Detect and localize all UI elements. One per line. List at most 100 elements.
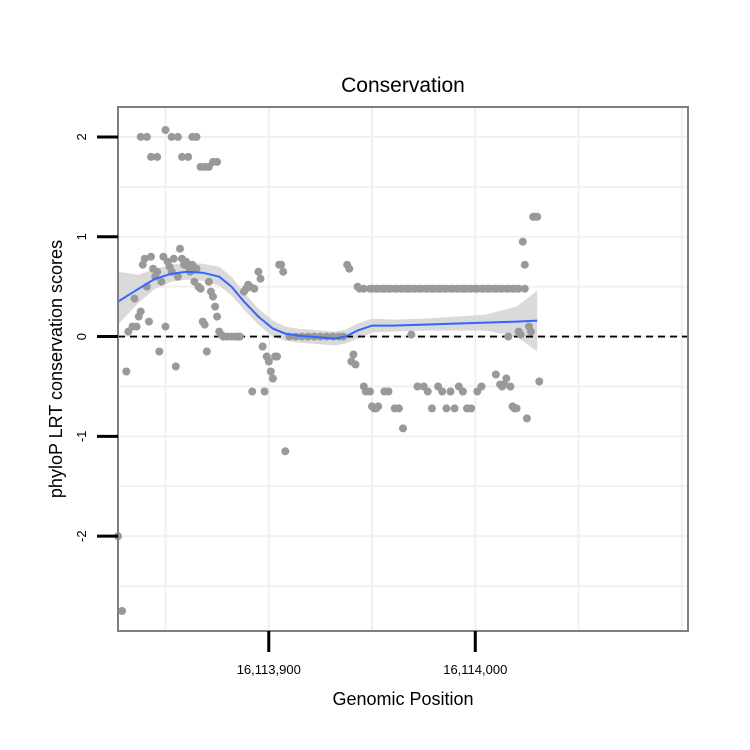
data-point bbox=[254, 267, 263, 276]
data-point bbox=[506, 382, 515, 391]
x-axis: 16,113,900 16,114,000 bbox=[237, 631, 507, 677]
data-point bbox=[258, 342, 267, 351]
data-point bbox=[504, 284, 513, 293]
data-point bbox=[192, 264, 201, 273]
data-point bbox=[384, 387, 393, 396]
data-point bbox=[147, 152, 155, 161]
data-point bbox=[268, 374, 277, 383]
data-point bbox=[467, 404, 476, 413]
data-point bbox=[450, 404, 459, 413]
data-point bbox=[213, 312, 222, 321]
data-point bbox=[176, 244, 184, 253]
data-point bbox=[458, 387, 467, 396]
data-point bbox=[399, 424, 407, 433]
data-point bbox=[200, 320, 209, 329]
y-tick-label: 1 bbox=[74, 233, 89, 240]
data-point bbox=[171, 362, 180, 371]
data-point bbox=[516, 330, 525, 339]
data-point bbox=[157, 277, 166, 286]
data-point bbox=[279, 267, 288, 276]
data-point bbox=[417, 284, 426, 293]
data-point bbox=[351, 360, 360, 369]
smooth-trend-line bbox=[117, 270, 538, 340]
data-point bbox=[518, 237, 527, 246]
data-point bbox=[192, 132, 201, 141]
data-point bbox=[167, 132, 176, 141]
data-point bbox=[423, 387, 432, 396]
data-point bbox=[161, 126, 170, 134]
data-point bbox=[500, 380, 509, 389]
data-point bbox=[145, 317, 153, 326]
data-point bbox=[136, 132, 145, 141]
y-axis: 2 1 0 -1 -2 bbox=[74, 133, 118, 542]
data-point bbox=[153, 267, 162, 276]
data-point bbox=[386, 284, 395, 293]
data-point bbox=[173, 132, 182, 141]
data-point bbox=[527, 327, 535, 336]
x-tick-label: 16,114,000 bbox=[443, 662, 507, 677]
data-point bbox=[430, 284, 438, 293]
data-point bbox=[479, 284, 488, 293]
data-point bbox=[281, 447, 290, 456]
data-point bbox=[520, 260, 529, 269]
data-point bbox=[427, 404, 436, 413]
data-point bbox=[520, 284, 529, 293]
data-point bbox=[510, 284, 519, 293]
data-point bbox=[392, 284, 401, 293]
data-point bbox=[407, 330, 416, 339]
chart-title: Conservation bbox=[341, 74, 465, 97]
y-tick-label: 0 bbox=[74, 333, 89, 340]
data-point bbox=[394, 404, 403, 413]
data-point bbox=[411, 284, 420, 293]
data-point bbox=[448, 284, 457, 293]
data-point bbox=[213, 157, 222, 166]
data-point bbox=[260, 387, 269, 396]
data-point bbox=[438, 387, 447, 396]
data-point bbox=[136, 307, 145, 316]
data-point bbox=[178, 152, 186, 161]
data-point bbox=[184, 152, 193, 161]
data-point bbox=[477, 382, 486, 391]
data-point bbox=[436, 284, 445, 293]
data-point bbox=[142, 132, 151, 141]
y-tick-label: -1 bbox=[74, 431, 89, 443]
data-point bbox=[345, 264, 354, 273]
data-point bbox=[467, 284, 476, 293]
data-point bbox=[266, 367, 275, 376]
data-point bbox=[196, 284, 205, 293]
y-tick-label: -2 bbox=[74, 530, 89, 542]
data-point bbox=[248, 387, 257, 396]
data-points bbox=[114, 126, 544, 615]
data-point bbox=[349, 350, 358, 359]
y-tick-label: 2 bbox=[74, 133, 89, 140]
data-point bbox=[502, 374, 511, 383]
data-point bbox=[118, 607, 127, 615]
data-point bbox=[522, 414, 531, 423]
data-point bbox=[132, 322, 141, 331]
data-point bbox=[461, 284, 469, 293]
data-point bbox=[485, 284, 494, 293]
data-point bbox=[413, 382, 422, 391]
data-point bbox=[122, 367, 131, 376]
data-point bbox=[368, 284, 376, 293]
data-point bbox=[405, 284, 414, 293]
data-point bbox=[235, 332, 244, 341]
data-point bbox=[273, 352, 281, 361]
data-point bbox=[173, 272, 182, 281]
x-tick-label: 16,113,900 bbox=[237, 662, 301, 677]
data-point bbox=[491, 370, 500, 379]
data-point bbox=[473, 284, 482, 293]
data-point bbox=[491, 284, 500, 293]
data-point bbox=[374, 402, 383, 411]
data-point bbox=[204, 277, 213, 286]
data-point bbox=[264, 357, 273, 366]
data-point bbox=[161, 322, 170, 331]
data-point bbox=[366, 387, 374, 396]
data-point bbox=[359, 284, 368, 293]
data-point bbox=[277, 260, 286, 269]
plot-frame bbox=[117, 106, 689, 632]
data-point bbox=[209, 292, 217, 301]
data-point bbox=[423, 284, 432, 293]
data-point bbox=[504, 332, 513, 341]
